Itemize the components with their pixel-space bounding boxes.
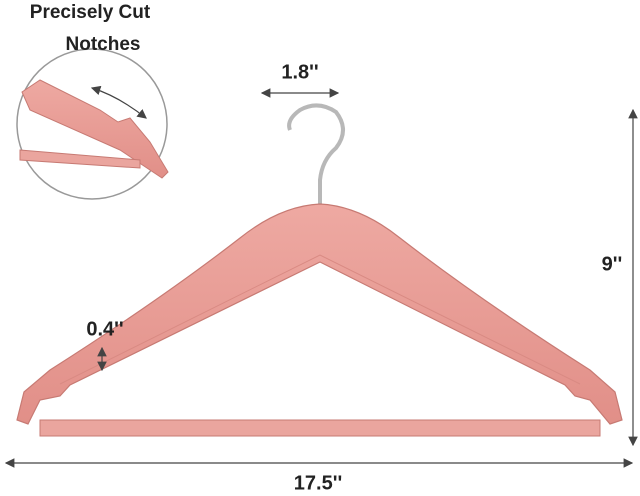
- callout-title: Notches: [66, 34, 141, 55]
- dimension-label: 1.8'': [281, 61, 318, 83]
- dimension-label: 0.4'': [86, 318, 123, 340]
- notch-callout: [16, 48, 169, 200]
- dimension-label: 9'': [602, 253, 623, 275]
- dimension-label: 17.5'': [294, 472, 342, 494]
- callout-title: Precisely Cut: [30, 2, 151, 23]
- hanger: [16, 103, 623, 437]
